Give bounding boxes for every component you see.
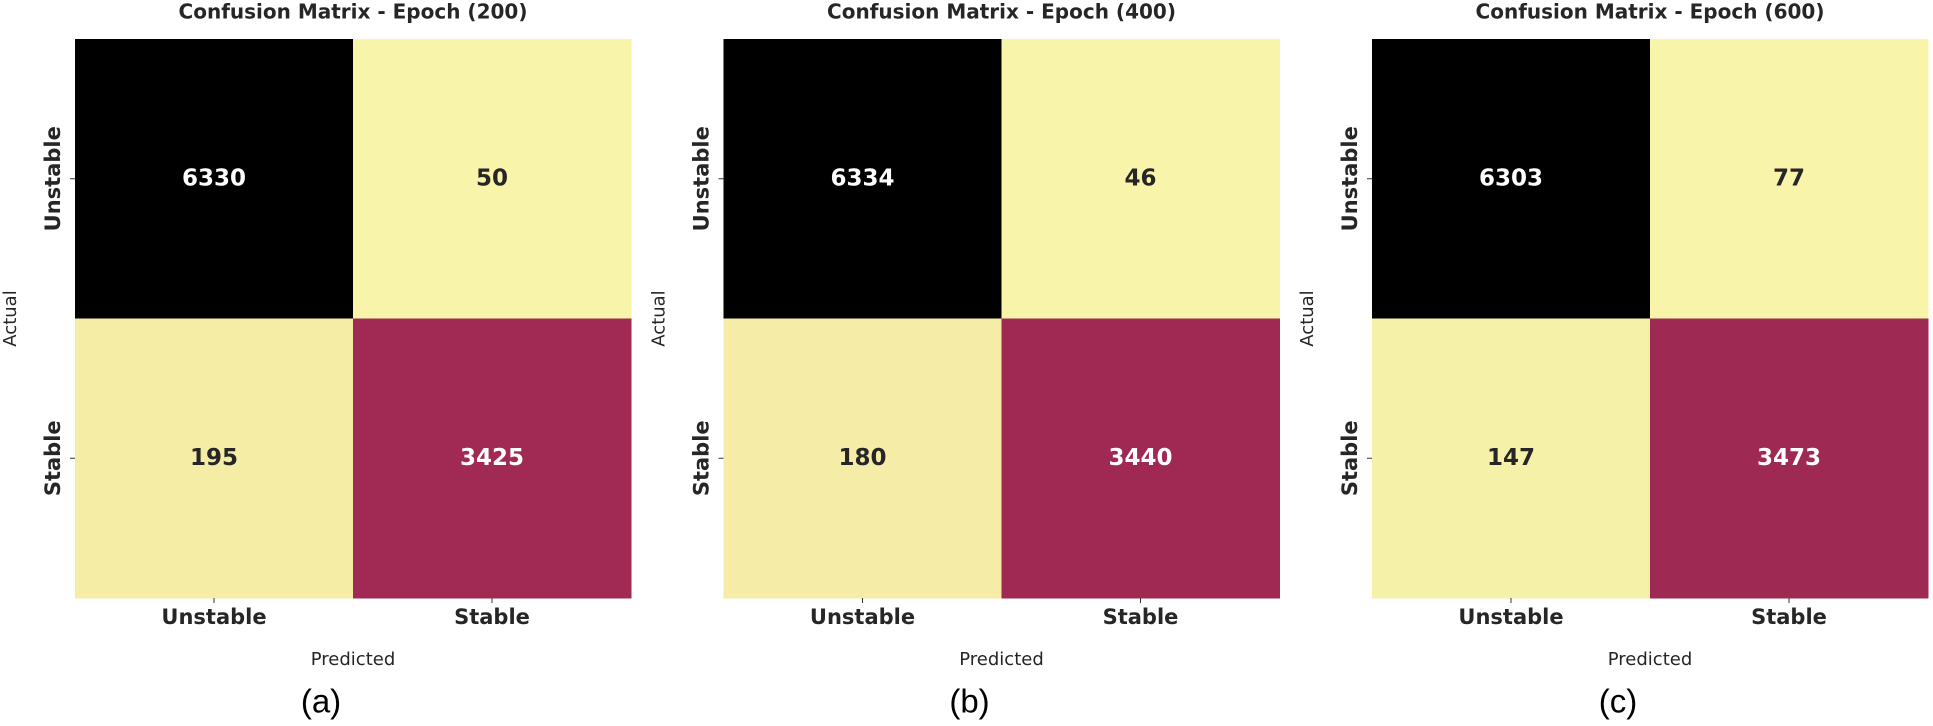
subfigure-caption: (b) <box>949 683 989 720</box>
cell-label: 195 <box>190 445 238 471</box>
cell-label: 3440 <box>1108 445 1172 471</box>
y-tick-label: Unstable <box>1338 126 1362 231</box>
x-tick-label: Unstable <box>810 605 915 629</box>
heatmap-cell <box>723 39 1002 319</box>
cell-label: 6303 <box>1479 165 1543 191</box>
heatmap-cell <box>1001 39 1280 319</box>
chart-title: Confusion Matrix - Epoch (400) <box>827 0 1176 24</box>
chart-title: Confusion Matrix - Epoch (600) <box>1476 0 1825 24</box>
cell-label: 6330 <box>182 165 246 191</box>
x-tick-label: Unstable <box>161 605 266 629</box>
heatmap-cell <box>1650 318 1929 599</box>
y-axis-label: Actual <box>649 290 670 346</box>
x-tick-label: Unstable <box>1458 605 1563 629</box>
x-axis-label: Predicted <box>959 649 1044 670</box>
y-tick-label: Stable <box>1338 420 1362 496</box>
heatmap-cell <box>353 318 632 599</box>
y-tick-label: Stable <box>41 420 65 496</box>
cell-label: 147 <box>1487 445 1535 471</box>
y-tick-label: Stable <box>690 420 714 496</box>
x-tick-label: Stable <box>454 605 530 629</box>
cell-label: 46 <box>1124 165 1156 191</box>
heatmap-cell <box>1650 39 1929 319</box>
x-axis-label: Predicted <box>1608 649 1693 670</box>
heatmap-cell <box>75 39 354 319</box>
y-axis-label: Actual <box>0 290 21 346</box>
chart-title: Confusion Matrix - Epoch (200) <box>179 0 528 24</box>
subfigure-caption: (c) <box>1599 683 1637 720</box>
cell-label: 77 <box>1773 165 1805 191</box>
heatmap-cell <box>75 318 354 599</box>
heatmap-cell <box>723 318 1002 599</box>
x-axis-label: Predicted <box>311 649 396 670</box>
cell-label: 6334 <box>830 165 894 191</box>
y-tick-label: Unstable <box>690 126 714 231</box>
cell-label: 50 <box>476 165 508 191</box>
heatmap-cell <box>1001 318 1280 599</box>
y-tick-label: Unstable <box>41 126 65 231</box>
x-tick-label: Stable <box>1103 605 1179 629</box>
heatmap-cell <box>1372 318 1651 599</box>
cell-label: 3425 <box>460 445 524 471</box>
subfigure-caption: (a) <box>301 683 341 720</box>
heatmap-cell <box>1372 39 1651 319</box>
cell-label: 3473 <box>1757 445 1821 471</box>
heatmap-cell <box>353 39 632 319</box>
x-tick-label: Stable <box>1751 605 1827 629</box>
cell-label: 180 <box>838 445 886 471</box>
y-axis-label: Actual <box>1297 290 1318 346</box>
